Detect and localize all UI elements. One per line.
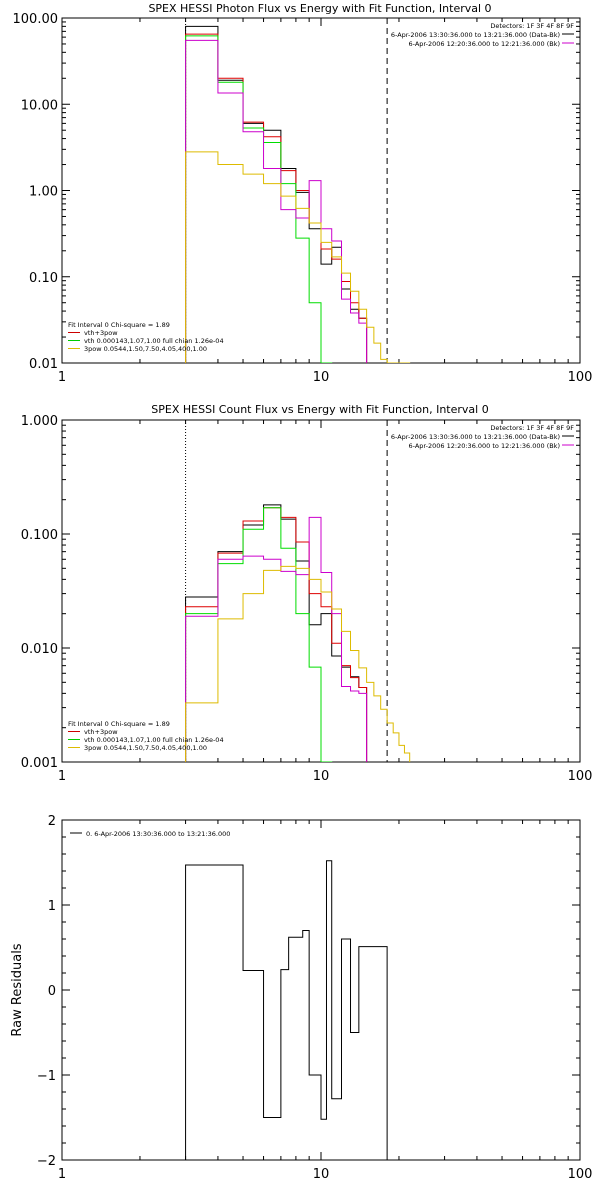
- photon-y-tick-label: 0.10: [29, 271, 58, 286]
- residual-y-tick-label: −2: [37, 1154, 56, 1169]
- residual-x-tick-label: 1: [58, 1167, 66, 1182]
- count-legend-tr-entry: 6-Apr-2006 13:30:36.000 to 13:21:36.000 …: [391, 433, 560, 441]
- photon-legend-bl-entry: 3pow 0.0544,1.50,7.50,4.05,400,1.00: [84, 345, 207, 353]
- count-x-tick-label: 10: [313, 769, 330, 784]
- photon-flux-panel: SPEX HESSI Photon Flux vs Energy with Fi…: [13, 2, 593, 385]
- count-x-tick-label: 100: [568, 769, 593, 784]
- residual-x-tick-label: 100: [568, 1167, 593, 1182]
- count-series-3-line: [185, 516, 368, 762]
- photon-legend-bl-entry: vth 0.000143,1.07,1.00 full chian 1.26e-…: [84, 337, 224, 345]
- photon-y-tick-label: 100.00: [13, 12, 59, 27]
- count-series-4-line: [185, 565, 411, 762]
- count-y-tick-label: 0.001: [21, 756, 58, 771]
- photon-legend-tr-entry: 6-Apr-2006 12:20:36.000 to 12:21:36.000 …: [409, 40, 560, 48]
- residuals-panel: Raw Residuals 1 10 100 −2 −1 0 1 2 0. 6-Apr-2006…: [10, 814, 592, 1182]
- photon-y-tick-label: 10.00: [21, 98, 58, 113]
- count-series-1-line: [185, 507, 368, 762]
- count-legend-tr-entry: Detectors: 1F 3F 4F 8F 9F: [490, 424, 574, 432]
- residual-y-tick-label: 0: [48, 984, 56, 999]
- residual-series-0-line: [185, 860, 388, 1160]
- count-series-2-line: [185, 507, 333, 762]
- count-x-tick-label: 1: [58, 769, 66, 784]
- photon-legend-tr-entry: 6-Apr-2006 13:30:36.000 to 13:21:36.000 …: [391, 31, 560, 39]
- count-flux-title: SPEX HESSI Count Flux vs Energy with Fit…: [151, 403, 488, 416]
- count-y-tick-label: 1.000: [21, 414, 58, 429]
- count-legend-bl-entry: Fit Interval 0 Chi-square = 1.89: [68, 720, 170, 728]
- photon-legend-bl-entry: Fit Interval 0 Chi-square = 1.89: [68, 321, 170, 329]
- residual-y-tick-label: 2: [48, 814, 56, 829]
- residuals-y-axis-label: Raw Residuals: [10, 943, 25, 1036]
- photon-series-1-line: [185, 33, 368, 363]
- photon-series-4-line: [185, 151, 411, 363]
- count-legend-tr-entry: 6-Apr-2006 12:20:36.000 to 12:21:36.000 …: [409, 442, 560, 450]
- residual-y-tick-label: 1: [48, 899, 56, 914]
- count-legend-bl-entry: 3pow 0.0544,1.50,7.50,4.05,400,1.00: [84, 744, 207, 752]
- photon-series-3-line: [185, 39, 368, 363]
- count-legend-bl-entry: vth+3pow: [84, 728, 118, 736]
- photon-x-tick-label: 1: [58, 370, 66, 385]
- count-legend-bl-entry: vth 0.000143,1.07,1.00 full chian 1.26e-…: [84, 736, 224, 744]
- photon-legend-bl-entry: vth+3pow: [84, 329, 118, 337]
- residual-legend-tl-entry: 0. 6-Apr-2006 13:30:36.000 to 13:21:36.0…: [86, 830, 230, 838]
- photon-flux-title: SPEX HESSI Photon Flux vs Energy with Fi…: [148, 2, 491, 15]
- count-flux-panel: SPEX HESSI Count Flux vs Energy with Fit…: [21, 403, 593, 784]
- count-y-tick-label: 0.010: [21, 642, 58, 657]
- photon-x-tick-label: 100: [568, 370, 593, 385]
- residual-x-tick-label: 10: [313, 1167, 330, 1182]
- photon-y-tick-label: 0.01: [29, 357, 58, 372]
- photon-series-2-line: [185, 35, 333, 363]
- photon-y-tick-label: 1.00: [29, 185, 58, 200]
- residual-y-tick-label: −1: [37, 1069, 56, 1084]
- count-series-0-line: [185, 504, 368, 762]
- photon-series-0-line: [185, 25, 368, 363]
- photon-legend-tr-entry: Detectors: 1F 3F 4F 8F 9F: [490, 22, 574, 30]
- photon-x-tick-label: 10: [313, 370, 330, 385]
- count-y-tick-label: 0.100: [21, 528, 58, 543]
